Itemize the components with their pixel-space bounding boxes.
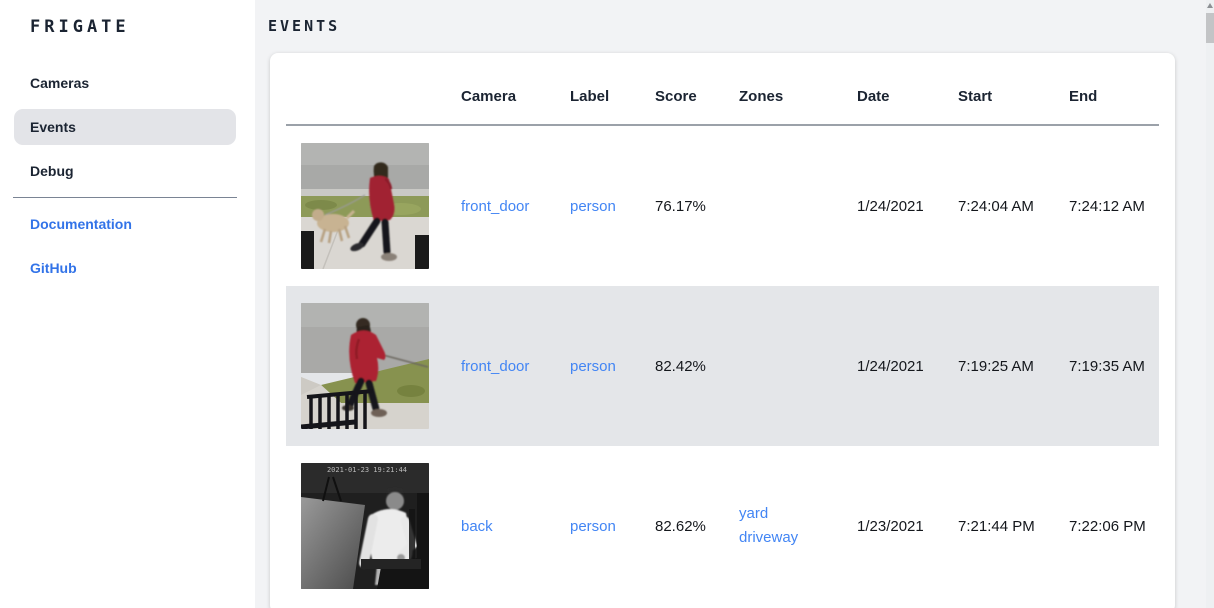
event-zone-link[interactable]: yard	[739, 505, 769, 522]
event-score: 82.42%	[655, 357, 706, 375]
scrollbar-thumb[interactable]	[1206, 13, 1214, 43]
table-header: Camera Label Score Zones Date Start End	[286, 69, 1159, 126]
sidebar-link-documentation[interactable]: Documentation	[30, 216, 132, 232]
event-date: 1/24/2021	[857, 197, 924, 215]
sidebar-item-label: Debug	[30, 163, 74, 179]
thumbnail-timestamp-overlay: 2021-01-23 19:21:44	[327, 466, 407, 474]
column-header-label: Label	[570, 88, 610, 105]
sidebar-item-label: Cameras	[30, 75, 90, 91]
events-card: Camera Label Score Zones Date Start End	[270, 53, 1175, 608]
page-scrollbar	[1206, 0, 1214, 608]
event-zone-link[interactable]: driveway	[739, 529, 799, 546]
column-header-score: Score	[655, 88, 697, 105]
event-start-time: 7:19:25 AM	[958, 357, 1034, 375]
column-header-start: Start	[958, 88, 993, 105]
event-camera-link[interactable]: front_door	[461, 197, 530, 215]
event-row[interactable]: front_door person 82.42% 1/24/2021 7:19:…	[286, 286, 1159, 446]
event-thumbnail[interactable]	[286, 303, 461, 429]
event-score: 82.62%	[655, 517, 706, 535]
column-header-date: Date	[857, 88, 890, 105]
event-end-time: 7:19:35 AM	[1069, 357, 1145, 375]
event-row[interactable]: 2021-01-23 19:21:44 back person 82.62% y…	[286, 446, 1159, 606]
event-start-time: 7:21:44 PM	[958, 517, 1035, 535]
sidebar-item-cameras[interactable]: Cameras	[14, 65, 236, 101]
sidebar-link-github[interactable]: GitHub	[30, 260, 77, 276]
sidebar-divider	[13, 197, 237, 198]
sidebar: FRIGATE Cameras Events Debug Documentati…	[0, 0, 255, 608]
event-end-time: 7:24:12 AM	[1069, 197, 1145, 215]
event-date: 1/24/2021	[857, 357, 924, 375]
column-header-end: End	[1069, 88, 1098, 105]
sidebar-item-events[interactable]: Events	[14, 109, 236, 145]
event-label-link[interactable]: person	[570, 357, 616, 375]
thumbnail-woman-red-hoodie-dog	[301, 303, 429, 429]
thumbnail-man-night-ir: 2021-01-23 19:21:44	[301, 463, 429, 589]
event-thumbnail[interactable]: 2021-01-23 19:21:44	[286, 463, 461, 589]
event-label-link[interactable]: person	[570, 197, 616, 215]
event-thumbnail[interactable]	[286, 143, 461, 269]
event-zones: yard driveway	[739, 502, 857, 550]
app-logo: FRIGATE	[30, 17, 130, 37]
event-row[interactable]: front_door person 76.17% 1/24/2021 7:24:…	[286, 126, 1159, 286]
page-title: EVENTS	[268, 17, 341, 35]
event-camera-link[interactable]: front_door	[461, 357, 530, 375]
event-score: 76.17%	[655, 197, 706, 215]
sidebar-item-label: Events	[30, 119, 76, 135]
event-start-time: 7:24:04 AM	[958, 197, 1034, 215]
sidebar-item-debug[interactable]: Debug	[14, 153, 236, 189]
scroll-up-icon[interactable]	[1207, 3, 1213, 8]
column-header-camera: Camera	[461, 88, 517, 105]
event-end-time: 7:22:06 PM	[1069, 517, 1146, 535]
column-header-zones: Zones	[739, 88, 784, 105]
thumbnail-woman-red-coat-dog	[301, 143, 429, 269]
event-label-link[interactable]: person	[570, 517, 616, 535]
event-date: 1/23/2021	[857, 517, 924, 535]
main-content: EVENTS Camera Label Score Zones Date Sta…	[255, 0, 1206, 608]
event-camera-link[interactable]: back	[461, 517, 493, 535]
